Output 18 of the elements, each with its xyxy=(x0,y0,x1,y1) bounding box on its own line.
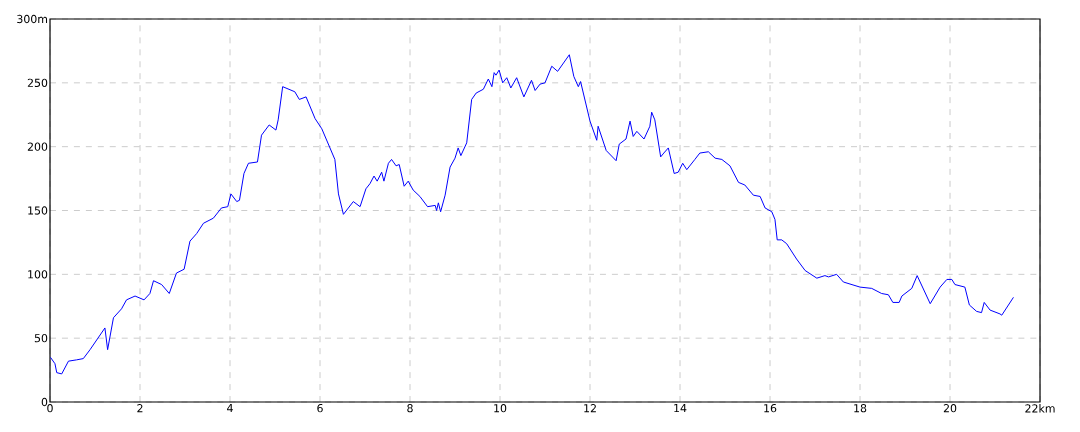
x-tick-label: 4 xyxy=(227,404,233,413)
x-tick-label: 18 xyxy=(854,404,867,413)
y-tick-label: 150 xyxy=(28,206,48,215)
x-tick-label: 2 xyxy=(137,404,143,413)
y-tick-label: 250 xyxy=(27,78,48,87)
x-tick-label: 8 xyxy=(407,404,413,413)
y-tick-label: 200 xyxy=(27,142,48,151)
x-tick-label: 10 xyxy=(494,404,507,413)
x-tick-label: 20 xyxy=(943,404,957,413)
y-tick-label: 300m xyxy=(17,14,48,24)
x-tick-label: 12 xyxy=(584,404,596,413)
x-tick-label: 22km xyxy=(1025,404,1055,413)
x-tick-label: 6 xyxy=(317,404,323,413)
y-tick-label: 100 xyxy=(28,270,48,279)
y-tick-label: 50 xyxy=(34,334,48,343)
x-tick-label: 16 xyxy=(764,404,777,413)
x-tick-label: 14 xyxy=(674,404,687,413)
line-series xyxy=(50,54,1014,375)
